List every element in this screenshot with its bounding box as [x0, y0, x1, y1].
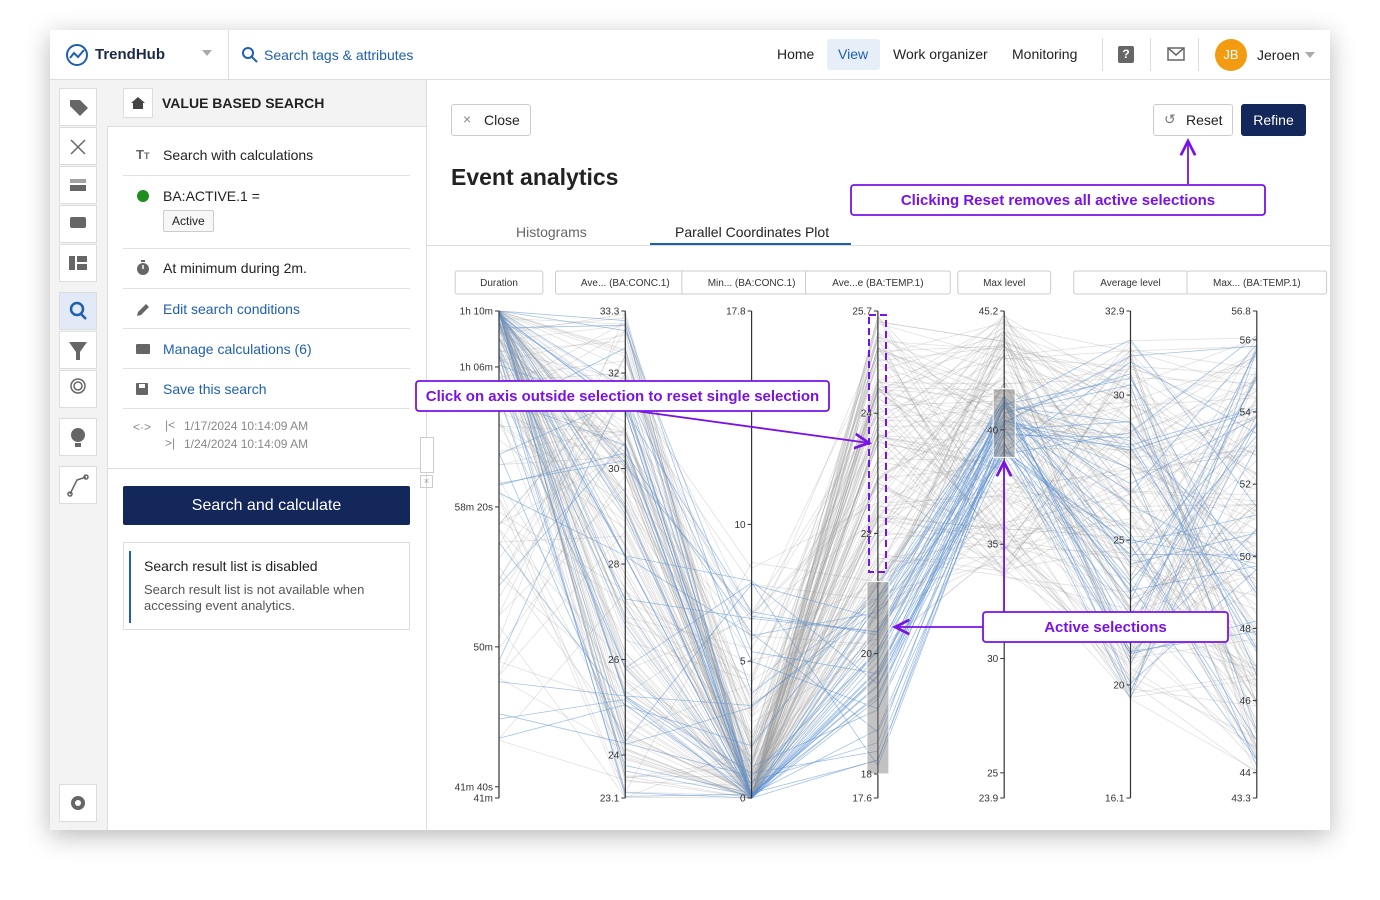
icon-rail — [50, 80, 108, 830]
avatar[interactable]: JB — [1215, 39, 1247, 71]
reset-label: Reset — [1186, 112, 1223, 128]
edit-conditions[interactable]: Edit search conditions — [163, 301, 300, 317]
save-search[interactable]: Save this search — [163, 381, 267, 397]
close-label: Close — [484, 112, 520, 128]
end-time: 1/24/2024 10:14:09 AM — [184, 437, 309, 451]
top-bar: TrendHub Search tags & attributes Home V… — [50, 30, 1330, 80]
rail-graph[interactable] — [59, 466, 97, 504]
side-panel: VALUE BASED SEARCH TT Search with calcul… — [107, 80, 427, 830]
panel-title: VALUE BASED SEARCH — [162, 95, 325, 111]
logo-menu[interactable] — [202, 50, 212, 56]
manage-calculations[interactable]: Manage calculations (6) — [163, 341, 312, 357]
logo-icon — [66, 44, 88, 66]
status-dot — [137, 190, 149, 202]
search-type: Search with calculations — [163, 147, 314, 163]
condition-value: Active — [163, 210, 214, 232]
logo: TrendHub — [95, 46, 165, 63]
splitter[interactable] — [420, 437, 434, 473]
search-button[interactable]: Search and calculate — [123, 486, 410, 525]
nav-monitoring[interactable]: Monitoring — [1012, 46, 1078, 62]
help-button[interactable]: ? — [1118, 46, 1134, 63]
notice: Search result list is disabled Search re… — [123, 542, 410, 630]
mail-button[interactable] — [1167, 47, 1185, 61]
nav-home[interactable]: Home — [777, 46, 815, 62]
search-input[interactable]: Search tags & attributes — [264, 47, 414, 63]
collapse-button[interactable]: × — [420, 475, 433, 488]
home-button[interactable] — [123, 88, 153, 118]
duration-condition: At minimum during 2m. — [163, 260, 307, 276]
reset-button[interactable]: ↺ Reset — [1153, 104, 1233, 136]
tab-parallel[interactable]: Parallel Coordinates Plot — [675, 224, 830, 240]
nav-view[interactable]: View — [838, 46, 869, 62]
page-title: Event analytics — [451, 164, 619, 190]
close-button[interactable]: × Close — [451, 104, 531, 136]
app-window: TrendHub Search tags & attributes Home V… — [50, 30, 1330, 830]
user-name[interactable]: Jeroen — [1257, 47, 1300, 63]
rail-fingerprint[interactable] — [59, 370, 97, 408]
refine-button[interactable]: Refine — [1241, 104, 1306, 136]
start-time: 1/17/2024 10:14:09 AM — [184, 419, 309, 433]
rail-search[interactable] — [59, 292, 97, 330]
nav-work-organizer[interactable]: Work organizer — [893, 46, 988, 62]
rail-icons — [67, 100, 89, 810]
notice-text: Search result list is not available when… — [144, 582, 365, 613]
condition: BA:ACTIVE.1 = — [163, 188, 260, 204]
notice-title: Search result list is disabled — [144, 558, 318, 574]
timer-icon — [137, 260, 149, 275]
tab-histograms[interactable]: Histograms — [516, 224, 587, 240]
search-icon — [242, 47, 258, 63]
rail-dashboard[interactable] — [59, 244, 97, 282]
